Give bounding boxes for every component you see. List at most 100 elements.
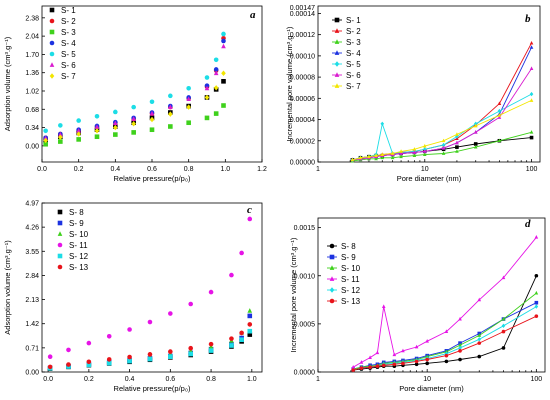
panel-b-data-point xyxy=(412,147,417,151)
panel-a-x-tick-label: 1.2 xyxy=(257,166,267,173)
panel-c-y-tick-label: 1.42 xyxy=(25,321,39,328)
panel-d-y-tick-label: 0.0000 xyxy=(294,370,316,377)
panel-b-legend-marker xyxy=(334,83,340,88)
panel-b-legend-label: S- 5 xyxy=(346,60,361,69)
panel-c-data-point xyxy=(106,333,112,339)
panel-c-legend-marker xyxy=(57,220,63,226)
panel-c-data-point xyxy=(247,216,253,222)
panel-a-data-point xyxy=(186,96,191,101)
panel-c-frame xyxy=(41,202,263,373)
panel-b-data-point xyxy=(399,154,403,159)
panel-b-y-tick-label: 0.00000 xyxy=(290,160,315,167)
panel-d-legend-item: S- 11 xyxy=(327,275,360,284)
panel-a-data-point xyxy=(58,134,63,140)
panel-a-legend-item: S- 3 xyxy=(49,28,76,37)
panel-d-data-point xyxy=(444,329,449,333)
panel-d-legend-label: S- 12 xyxy=(341,286,361,295)
panel-b-legend-marker xyxy=(334,39,340,44)
panel-a-data-point xyxy=(213,111,219,116)
panel-a-data-point xyxy=(131,121,136,127)
panel-d-x-tick-label: 100 xyxy=(531,376,543,383)
panel-c-data-point xyxy=(168,349,173,354)
panel-c-legend-item: S- 10 xyxy=(57,230,89,239)
panel-c-x-tick-label: 1.0 xyxy=(247,376,257,383)
panel-d-series-line xyxy=(352,237,537,368)
panel-b-series-line xyxy=(352,42,532,161)
panel-a-data-point xyxy=(94,134,100,140)
panel-d: 1 10 100 0.0000 0.0005 0.0010 0.0015 Pore diame… xyxy=(289,217,546,393)
panel-a-legend-item: S- 7 xyxy=(49,72,76,81)
panel-a-data-point xyxy=(204,85,210,91)
panel-a-data-point xyxy=(58,131,63,137)
panel-a-data-point xyxy=(76,128,81,133)
panel-b-legend-marker xyxy=(334,61,340,67)
panel-b-data-point xyxy=(441,151,446,155)
panel-d-data-point xyxy=(444,353,449,358)
panel-c-y-axis-title: Adsorption volume (cm³.g⁻¹) xyxy=(3,240,12,335)
panel-d-legend-item: S- 13 xyxy=(327,297,361,306)
panel-a-data-point xyxy=(94,113,100,119)
panel-d-data-point xyxy=(534,300,539,305)
panel-c-data-point xyxy=(208,289,214,295)
panel-b-data-point xyxy=(422,149,427,153)
panel-d-data-point xyxy=(458,316,462,321)
panel-d-legend-marker xyxy=(329,298,335,304)
panel-b-data-point xyxy=(380,152,385,156)
panel-a-data-point xyxy=(58,123,63,128)
panel-d-series xyxy=(351,290,539,371)
panel-c-letter: c xyxy=(247,204,252,216)
panel-d-data-point xyxy=(501,275,506,280)
panel-b-data-point xyxy=(529,45,534,49)
panel-d-legend-item: S- 10 xyxy=(327,264,361,273)
panel-c-legend-item: S- 8 xyxy=(57,208,84,217)
panel-b-y-tick-label: 0.00008 xyxy=(290,75,315,82)
panel-c-legend-label: S- 10 xyxy=(69,230,89,239)
panel-a-data-point xyxy=(76,131,81,137)
panel-d-data-point xyxy=(425,354,429,358)
panel-b-data-point xyxy=(412,150,417,154)
panel-d-data-point xyxy=(351,364,355,369)
panel-c-legend-item: S- 12 xyxy=(57,252,89,261)
panel-a-legend-marker xyxy=(49,73,55,79)
panel-d-legend-label: S- 10 xyxy=(341,264,361,273)
panel-a-legend-label: S- 5 xyxy=(61,50,76,59)
panel-b-frame xyxy=(317,5,541,163)
panel-a-letter: a xyxy=(250,9,256,21)
panel-c-y-tick-label: 0.71 xyxy=(25,345,39,352)
panel-a-data-point xyxy=(221,103,226,108)
panel-a: 0.0 0.2 0.4 0.6 0.8 1.0 1.2 0.00 0.34 0.68 1.02 1.3… xyxy=(3,5,267,183)
panel-b-data-point xyxy=(497,108,502,114)
panel-b-data-point xyxy=(455,134,459,139)
panel-c-legend-marker xyxy=(57,264,63,270)
panel-a-data-point xyxy=(113,132,118,137)
panel-b-legend-marker xyxy=(334,72,340,77)
panel-a-data-point xyxy=(204,75,210,80)
panel-c-data-point xyxy=(188,348,194,353)
panel-b-data-point xyxy=(374,156,378,161)
panel-d-data-point xyxy=(375,350,380,355)
panel-d-data-point xyxy=(401,361,405,366)
panel-c-data-point xyxy=(208,341,214,347)
panel-a-data-point xyxy=(131,130,136,135)
panel-a-data-point xyxy=(149,99,155,105)
panel-d-data-point xyxy=(458,345,462,351)
panel-b-legend-item: S- 7 xyxy=(332,82,361,91)
panel-a-legend-marker xyxy=(49,51,55,57)
panel-d-data-point xyxy=(414,359,419,364)
panel-d-legend-label: S- 9 xyxy=(341,253,356,262)
panel-b-x-tick-label: 100 xyxy=(526,166,538,173)
panel-c-data-point xyxy=(229,272,234,278)
panel-a-data-point xyxy=(213,67,219,72)
panel-d-data-point xyxy=(425,357,429,362)
panel-c-legend-marker xyxy=(57,242,63,248)
panel-b-y-axis-title: Incremental pore volume (cm³.g⁻¹) xyxy=(285,26,294,141)
panel-a-legend-label: S- 1 xyxy=(61,6,76,15)
panel-a-y-tick-label: 0.68 xyxy=(25,107,39,114)
panel-d-letter: d xyxy=(525,218,531,230)
panel-c-data-point xyxy=(86,340,92,346)
panel-a-data-point xyxy=(168,104,173,110)
panel-d-legend-item: S- 12 xyxy=(327,286,361,295)
panel-a-data-point xyxy=(221,43,226,49)
panel-b-data-point xyxy=(422,152,427,156)
panel-b-data-point xyxy=(380,155,385,160)
